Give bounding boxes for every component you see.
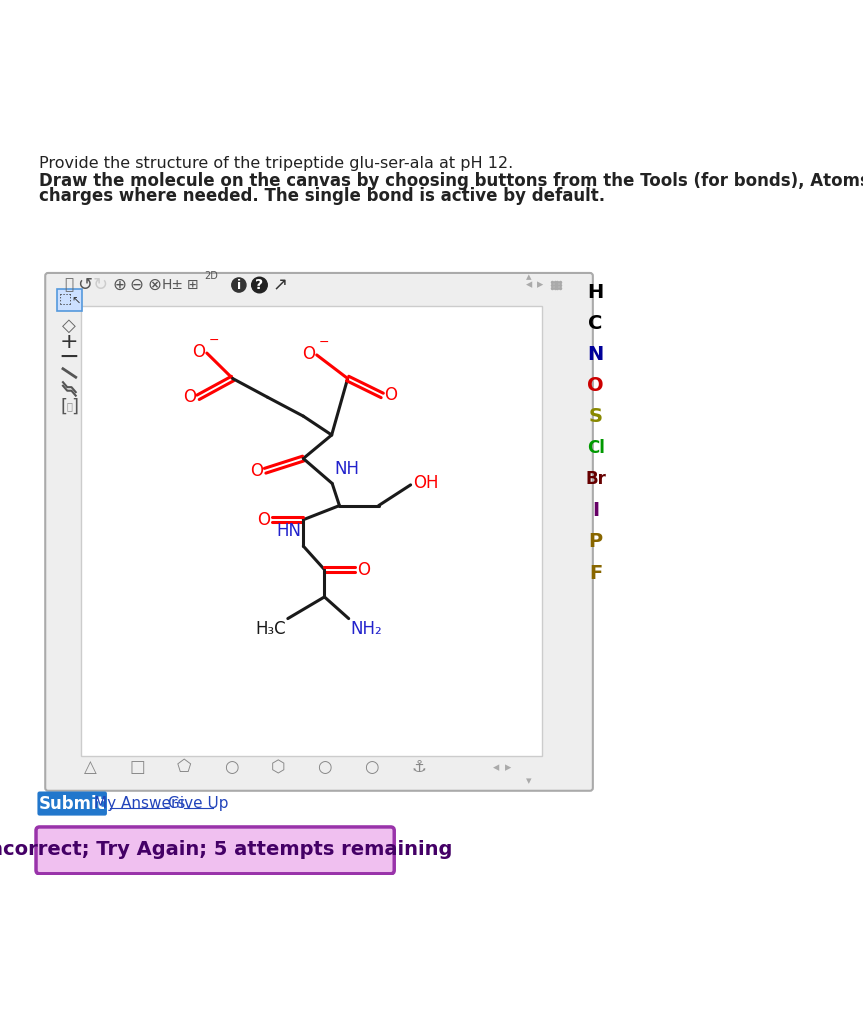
Text: O: O — [192, 343, 205, 360]
Text: −: − — [318, 336, 330, 349]
Text: ○: ○ — [318, 759, 332, 776]
Text: O: O — [302, 344, 315, 362]
Text: [: [ — [60, 397, 68, 416]
Text: I: I — [592, 501, 599, 520]
Text: NH₂: NH₂ — [351, 620, 382, 638]
Text: ↗: ↗ — [273, 276, 287, 294]
Text: □: □ — [129, 759, 145, 776]
Text: ⬜: ⬜ — [64, 278, 73, 293]
FancyBboxPatch shape — [57, 289, 82, 310]
Text: S: S — [589, 408, 602, 426]
Text: charges where needed. The single bond is active by default.: charges where needed. The single bond is… — [39, 186, 605, 205]
Text: ○: ○ — [364, 759, 379, 776]
Text: ○: ○ — [224, 759, 238, 776]
Text: ⬚: ⬚ — [59, 291, 72, 305]
Text: ◂: ◂ — [526, 279, 532, 292]
FancyBboxPatch shape — [45, 273, 593, 791]
Text: Draw the molecule on the canvas by choosing buttons from the Tools (for bonds), : Draw the molecule on the canvas by choos… — [39, 172, 863, 190]
Text: ⛤: ⛤ — [66, 401, 72, 412]
Text: ?: ? — [255, 278, 263, 292]
Text: ↺: ↺ — [78, 276, 92, 294]
Text: Give Up: Give Up — [168, 796, 229, 811]
Text: F: F — [589, 563, 602, 583]
Text: ⚓: ⚓ — [411, 759, 425, 776]
Text: ⊗: ⊗ — [148, 276, 161, 294]
Text: ▸: ▸ — [505, 761, 511, 774]
Text: My Answers: My Answers — [94, 796, 186, 811]
FancyBboxPatch shape — [37, 792, 107, 815]
Text: NH: NH — [334, 460, 359, 478]
Text: ↖: ↖ — [72, 297, 81, 307]
Text: C: C — [589, 313, 603, 333]
Text: +: + — [60, 332, 79, 352]
Text: ◂: ◂ — [494, 761, 500, 774]
Text: ⬠: ⬠ — [177, 759, 192, 776]
Text: P: P — [589, 532, 602, 551]
Text: O: O — [588, 376, 604, 395]
Text: i: i — [236, 279, 241, 292]
Text: △: △ — [85, 759, 97, 776]
Text: Br: Br — [585, 470, 606, 488]
Text: ▸: ▸ — [538, 279, 544, 292]
Text: OH: OH — [413, 474, 439, 493]
Text: 2D: 2D — [205, 271, 218, 282]
Text: ⊞: ⊞ — [187, 278, 198, 292]
Text: −: − — [59, 345, 80, 370]
Text: ⊖: ⊖ — [129, 276, 143, 294]
Text: ⬡: ⬡ — [271, 759, 285, 776]
Text: O: O — [257, 511, 270, 528]
Text: O: O — [384, 386, 397, 404]
Text: H: H — [588, 283, 604, 302]
Text: ▾: ▾ — [526, 776, 532, 785]
FancyBboxPatch shape — [81, 305, 543, 756]
Text: Provide the structure of the tripeptide glu-ser-ala at pH 12.: Provide the structure of the tripeptide … — [39, 157, 513, 171]
Text: O: O — [250, 462, 263, 480]
Circle shape — [252, 278, 268, 293]
Text: O: O — [183, 388, 196, 407]
Text: ◇: ◇ — [62, 317, 76, 335]
Text: ⊕: ⊕ — [112, 276, 126, 294]
Text: Cl: Cl — [587, 439, 605, 457]
Text: N: N — [588, 345, 604, 364]
Text: ↻: ↻ — [93, 276, 108, 294]
Text: Incorrect; Try Again; 5 attempts remaining: Incorrect; Try Again; 5 attempts remaini… — [0, 840, 452, 859]
Text: H±: H± — [162, 278, 184, 292]
Text: Submit: Submit — [39, 795, 105, 812]
Text: ]: ] — [71, 397, 78, 416]
Text: −: − — [209, 335, 219, 347]
Circle shape — [232, 278, 246, 292]
FancyBboxPatch shape — [36, 827, 394, 873]
Text: H₃C: H₃C — [255, 620, 286, 638]
Text: ▴: ▴ — [526, 272, 532, 283]
Text: O: O — [357, 560, 370, 579]
Text: HN: HN — [276, 522, 301, 541]
